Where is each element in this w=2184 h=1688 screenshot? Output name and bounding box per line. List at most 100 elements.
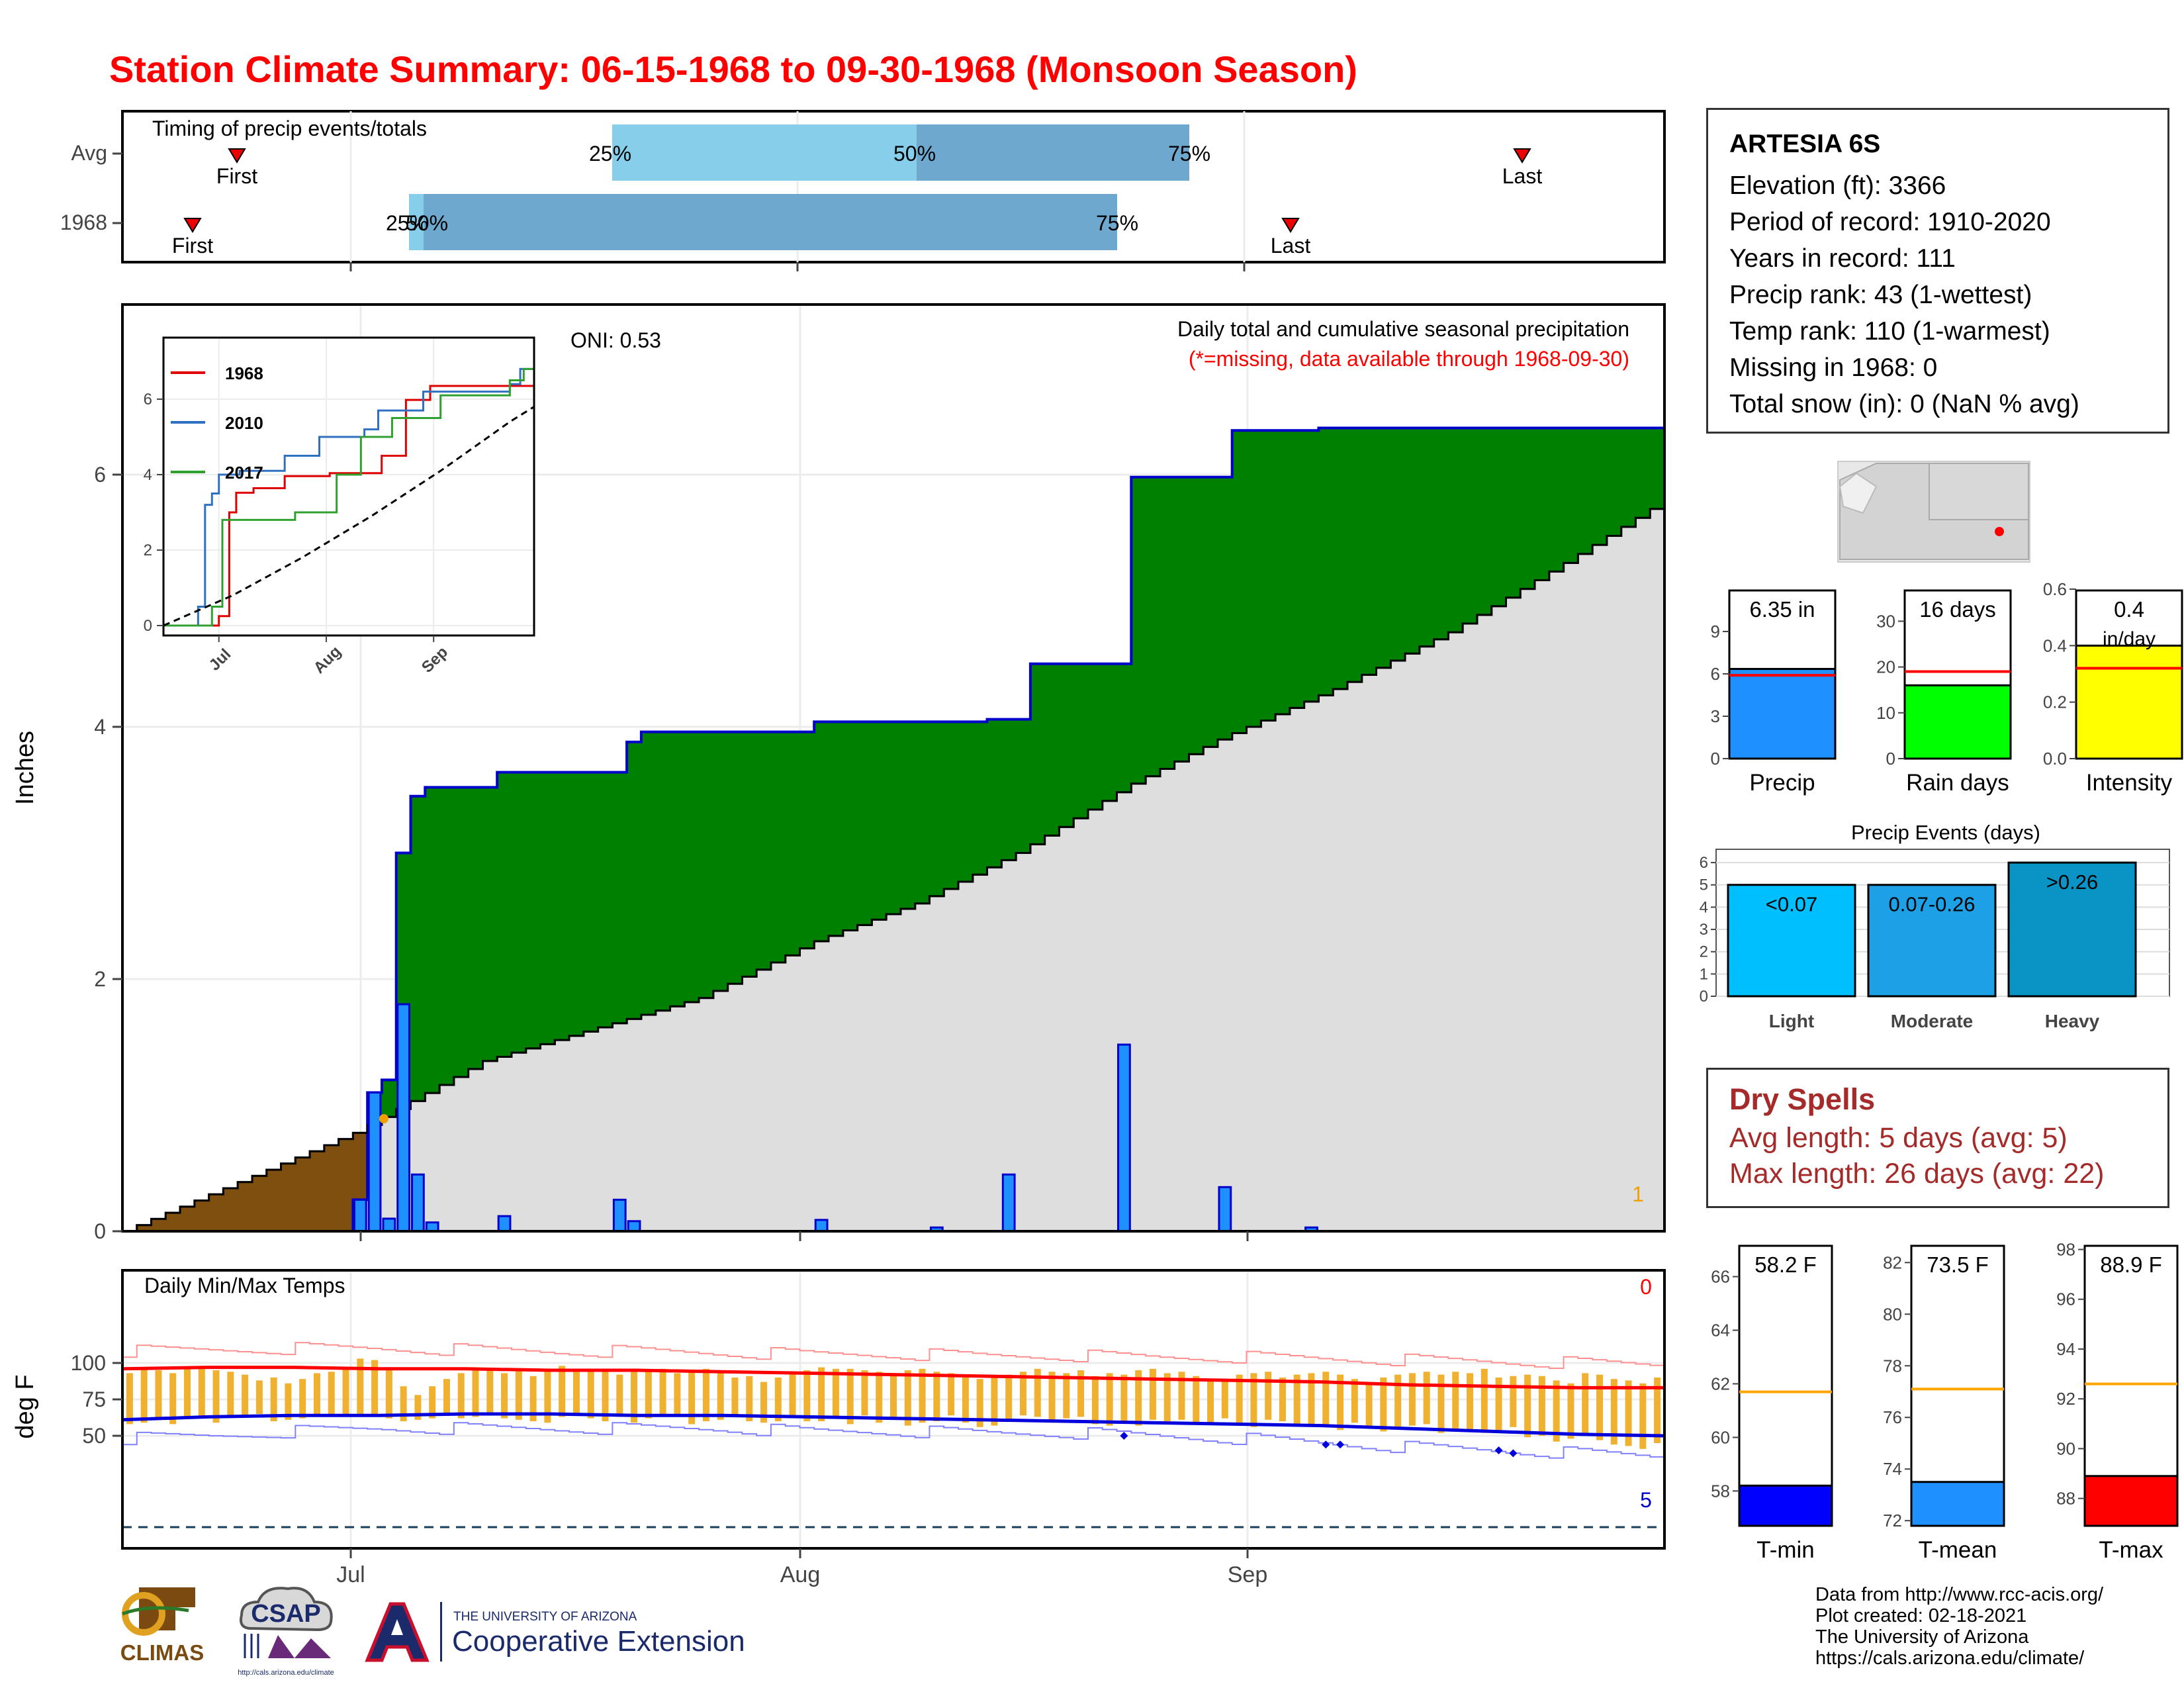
dry-spells-max: Max length: 26 days (avg: 22) bbox=[1729, 1158, 2105, 1190]
inset-frame bbox=[162, 336, 535, 637]
events-tick-label: 4 bbox=[1700, 898, 1708, 916]
event-bar-moderate bbox=[1867, 884, 1997, 998]
precip-ytick-label: 2 bbox=[94, 967, 106, 991]
event-bar-heavy bbox=[2007, 861, 2137, 998]
precip-ytick-label: 0 bbox=[94, 1219, 106, 1243]
station-missing: Missing in 1968: 0 bbox=[1729, 353, 1938, 382]
daily-temp-bar bbox=[616, 1374, 623, 1417]
daily-precip-bar bbox=[411, 1173, 425, 1233]
daily-temp-bar bbox=[688, 1370, 696, 1425]
daily-temp-bar bbox=[486, 1370, 494, 1416]
daily-temp-bar bbox=[270, 1378, 277, 1421]
temp-panel: Daily Min/Max Temps 0 5 50 75 100 deg F Ju… bbox=[11, 1269, 1666, 1587]
daily-temp-bar bbox=[717, 1373, 724, 1420]
daily-precip-bar bbox=[612, 1198, 627, 1233]
yr-first-marker bbox=[183, 218, 202, 233]
daily-temp-bar bbox=[948, 1373, 955, 1416]
daily-temp-bar bbox=[832, 1368, 839, 1417]
record-low-marker bbox=[1322, 1440, 1330, 1449]
mini-bar-tick-label: 74 bbox=[1883, 1459, 1902, 1479]
ua-small-text: THE UNIVERSITY OF ARIZONA bbox=[453, 1610, 637, 1624]
daily-temp-bar bbox=[1625, 1380, 1632, 1446]
state-shape-ca bbox=[1839, 472, 1878, 514]
daily-temp-bar bbox=[1654, 1378, 1661, 1443]
daily-precip-bar bbox=[1117, 1043, 1131, 1233]
daily-temp-bar bbox=[501, 1373, 508, 1419]
avg-range-25-50 bbox=[612, 124, 917, 181]
inset-ytick-label: 2 bbox=[144, 541, 152, 559]
daily-temp-bar bbox=[1337, 1374, 1344, 1430]
daily-temp-bar bbox=[702, 1368, 709, 1421]
mini-bar-tick-label: 80 bbox=[1883, 1304, 1902, 1324]
avg-max-line bbox=[122, 1366, 1664, 1389]
daily-temp-bar bbox=[1524, 1374, 1531, 1438]
daily-temp-bar bbox=[429, 1386, 436, 1419]
daily-temp-bar bbox=[861, 1370, 868, 1416]
daily-temp-bar bbox=[1120, 1374, 1128, 1421]
inset-legend-2010: 2010 bbox=[225, 413, 263, 433]
daily-temp-bar bbox=[1308, 1373, 1315, 1425]
dry-spells-avg: Avg length: 5 days (avg: 5) bbox=[1729, 1122, 2068, 1154]
timing-label: Timing of precip events/totals bbox=[152, 117, 427, 140]
mini-bar-tick-label: 30 bbox=[1876, 611, 1895, 631]
mini-bar-label: Intensity bbox=[2086, 770, 2173, 796]
record-low-line bbox=[122, 1422, 1665, 1459]
daily-temp-bar bbox=[631, 1368, 638, 1423]
inset-legend-2017: 2017 bbox=[225, 463, 263, 483]
daily-temp-bar bbox=[1452, 1372, 1459, 1430]
mini-bar-value bbox=[1738, 1484, 1833, 1527]
temp-xtick-sep: Sep bbox=[1228, 1562, 1268, 1587]
yr-first-label: First bbox=[172, 234, 213, 258]
csap-logo: CSAP http://cals.arizona.edu/climate bbox=[238, 1587, 334, 1677]
daily-temp-bar bbox=[155, 1370, 162, 1419]
precip-events-panel: Precip Events (days) 0 1 2 3 4 5 6 <0.07 Light 0.… bbox=[1700, 821, 2170, 1031]
daily-temp-bar bbox=[385, 1368, 392, 1419]
daily-temp-bar bbox=[1596, 1374, 1604, 1440]
mini-bar-tick-label: 3 bbox=[1711, 706, 1720, 726]
mini-bar-value bbox=[1728, 668, 1837, 760]
avg-last-marker bbox=[1513, 148, 1531, 164]
daily-temp-bar bbox=[328, 1372, 335, 1416]
daily-temp-bar bbox=[1365, 1383, 1373, 1426]
daily-temp-bar bbox=[1567, 1383, 1574, 1439]
avg-range-50-75 bbox=[917, 124, 1189, 181]
inset-series-2010 bbox=[163, 367, 534, 627]
daily-temp-bar bbox=[1034, 1368, 1041, 1417]
csap-url: http://cals.arizona.edu/climate bbox=[238, 1669, 334, 1677]
mini-bar-tick-label: 0.4 bbox=[2043, 635, 2067, 655]
inset-series-1968 bbox=[163, 385, 535, 627]
mini-bar-tick-label: 72 bbox=[1883, 1511, 1902, 1530]
station-years: Years in record: 111 bbox=[1729, 244, 1956, 273]
mini-bar-tick-label: 60 bbox=[1711, 1427, 1730, 1447]
avg-p25: 25% bbox=[589, 142, 631, 165]
events-tick-label: 1 bbox=[1700, 965, 1708, 983]
daily-temp-bar bbox=[443, 1379, 450, 1414]
station-elevation: Elevation (ft): 3366 bbox=[1729, 171, 1946, 200]
credit-plot-created: Plot created: 02-18-2021 bbox=[1815, 1605, 2027, 1626]
mini-bar-label: Precip bbox=[1749, 770, 1815, 796]
daily-temp-bar bbox=[400, 1386, 407, 1421]
daily-temp-bar bbox=[1106, 1373, 1113, 1426]
csap-text: CSAP bbox=[251, 1600, 321, 1628]
daily-temp-bar bbox=[1149, 1368, 1156, 1420]
locator-map bbox=[1837, 461, 2030, 563]
daily-temp-bar bbox=[645, 1372, 652, 1419]
mini-bar-tick-label: 20 bbox=[1876, 657, 1895, 677]
station-period: Period of record: 1910-2020 bbox=[1729, 208, 2051, 236]
record-low-marker bbox=[1509, 1449, 1518, 1458]
dry-spells-box: Dry Spells Avg length: 5 days (avg: 5) M… bbox=[1706, 1068, 2169, 1208]
yr-p75: 75% bbox=[1096, 211, 1138, 235]
daily-temp-bar bbox=[1135, 1370, 1142, 1426]
mini-bar-tick-label: 62 bbox=[1711, 1374, 1730, 1393]
daily-precip-bar bbox=[396, 1003, 411, 1233]
inset-series-2017 bbox=[163, 367, 534, 627]
daily-temp-bar bbox=[919, 1368, 926, 1423]
mini-bar-tick-label: 0 bbox=[1886, 749, 1895, 769]
daily-temp-bar bbox=[299, 1379, 306, 1419]
inset-legend: 1968 2010 2017 bbox=[171, 363, 263, 483]
oni-label: ONI: 0.53 bbox=[570, 328, 661, 352]
credit-data-source: Data from http://www.rcc-acis.org/ bbox=[1815, 1584, 2104, 1605]
climas-text: CLIMAS bbox=[120, 1640, 205, 1665]
daily-temp-bar bbox=[1236, 1374, 1243, 1426]
mini-bar-unit-text: in/day bbox=[2103, 628, 2156, 650]
